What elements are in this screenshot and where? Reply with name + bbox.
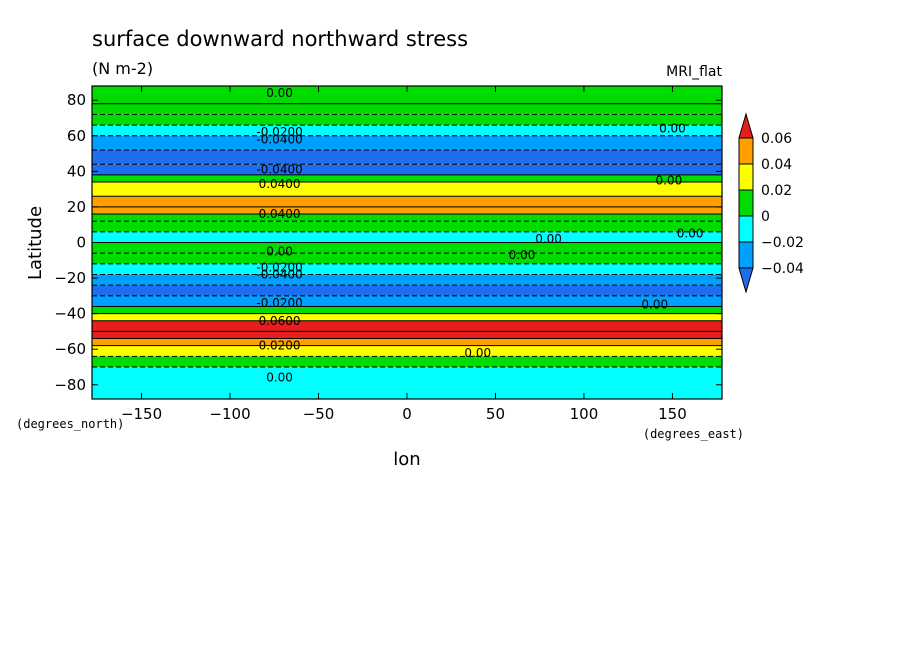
- contour-label: -0.0200: [256, 296, 302, 310]
- colorbar-label: 0.06: [761, 131, 792, 147]
- colorbar-segment: [738, 189, 754, 217]
- colorbar-label: 0.04: [761, 157, 792, 173]
- x-tick-label: 50: [486, 405, 505, 423]
- y-axis-units: (degrees_north): [16, 417, 124, 431]
- colorbar-label: 0: [761, 209, 770, 225]
- x-tick-label: −150: [121, 405, 162, 423]
- lat-band: [92, 242, 722, 254]
- lat-band: [92, 150, 722, 165]
- colorbar-arrow-top: [738, 112, 754, 139]
- contour-label: 0.00: [656, 173, 683, 187]
- contour-label: 0.00: [535, 232, 562, 246]
- lat-band: [92, 356, 722, 367]
- lat-band: [92, 135, 722, 151]
- y-tick-label: 40: [67, 162, 86, 180]
- contour-label: 0.0600: [259, 314, 301, 328]
- lat-band: [92, 253, 722, 264]
- lat-band: [92, 285, 722, 296]
- y-tick-label: −80: [54, 376, 86, 394]
- x-axis-label: lon: [393, 449, 420, 470]
- contour-label: 0.0200: [259, 339, 301, 353]
- y-tick-label: −20: [54, 269, 86, 287]
- lat-band: [92, 182, 722, 197]
- contour-label: 0.00: [266, 244, 293, 258]
- x-tick-label: −100: [209, 405, 250, 423]
- y-tick-label: −40: [54, 305, 86, 323]
- x-tick-label: 0: [402, 405, 412, 423]
- plot-area: [92, 86, 722, 399]
- model-label: MRI_flat: [666, 64, 722, 80]
- lat-band: [92, 231, 722, 243]
- x-tick-label: −50: [303, 405, 335, 423]
- lat-band: [92, 331, 722, 339]
- colorbar-segment: [738, 163, 754, 191]
- colorbar-label: −0.04: [761, 261, 804, 277]
- y-tick-label: −60: [54, 340, 86, 358]
- contour-label: 0.00: [509, 248, 536, 262]
- colorbar-segment: [738, 215, 754, 243]
- colorbar-label: −0.02: [761, 235, 804, 251]
- contour-label: -0.0400: [256, 268, 302, 282]
- contour-label: 0.00: [659, 122, 686, 136]
- colorbar-arrow-bottom: [738, 267, 754, 294]
- x-tick-label: 150: [658, 405, 687, 423]
- lat-band: [92, 196, 722, 207]
- x-tick-label: 100: [570, 405, 599, 423]
- contour-labels: 0.00-0.0200-0.0400-0.04000.04000.04000.0…: [256, 86, 703, 385]
- lat-band: [92, 221, 722, 232]
- lat-band: [92, 295, 722, 307]
- colorbar: 0.06 0.04 0.02 0 −0.02 −0.04: [738, 112, 804, 294]
- lat-band: [92, 306, 722, 314]
- contour-label: -0.0400: [256, 163, 302, 177]
- lat-band: [92, 313, 722, 321]
- lat-band: [92, 274, 722, 286]
- y-axis: −80 −60 −40 −20 0 20 40 60 80: [54, 91, 722, 394]
- y-tick-label: 80: [67, 91, 86, 109]
- y-tick-label: 60: [67, 127, 86, 145]
- lat-band: [92, 114, 722, 126]
- lat-band: [92, 214, 722, 222]
- lat-band: [92, 86, 722, 104]
- lat-band: [92, 320, 722, 332]
- contour-label: 0.00: [641, 298, 668, 312]
- chart-units: (N m-2): [92, 59, 153, 78]
- contour-label: 0.00: [266, 371, 293, 385]
- contour-label: 0.0400: [259, 207, 301, 221]
- lat-band: [92, 263, 722, 275]
- colorbar-segment: [738, 137, 754, 165]
- colorbar-segment: [738, 241, 754, 269]
- chart-title: surface downward northward stress: [92, 27, 468, 51]
- colorbar-label: 0.02: [761, 183, 792, 199]
- x-axis-units: (degrees_east): [643, 427, 744, 441]
- lat-band: [92, 345, 722, 357]
- y-axis-label: Latitude: [25, 206, 46, 280]
- lat-band: [92, 164, 722, 175]
- lat-band: [92, 125, 722, 136]
- contour-label: 0.00: [464, 346, 491, 360]
- contour-label: 0.00: [677, 227, 704, 241]
- contour-label: 0.00: [266, 86, 293, 100]
- lat-band: [92, 174, 722, 183]
- contour-label: -0.0400: [256, 132, 302, 146]
- lat-band: [92, 338, 722, 346]
- lat-band: [92, 206, 722, 215]
- y-tick-label: 0: [76, 234, 86, 252]
- contour-label: -0.0200: [256, 125, 302, 139]
- y-tick-label: 20: [67, 198, 86, 216]
- x-axis: −150 −100 −50 0 50 100 150: [121, 86, 687, 423]
- contour-label: 0.0400: [259, 177, 301, 191]
- contour-label: -0.0200: [256, 260, 302, 274]
- lat-band: [92, 103, 722, 115]
